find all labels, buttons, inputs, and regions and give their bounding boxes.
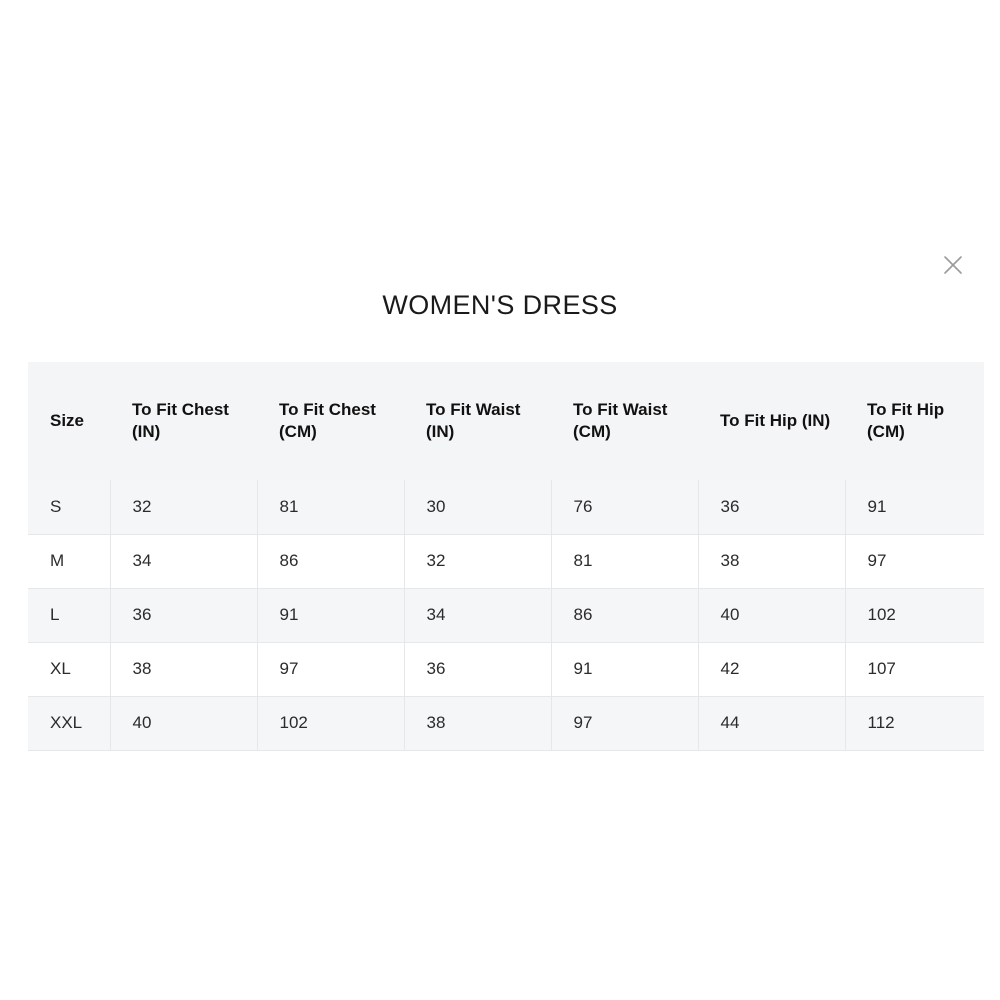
close-icon-glyph: [944, 256, 962, 274]
table-header: Size To Fit Chest (IN) To Fit Chest (CM)…: [28, 362, 984, 480]
cell-waist-cm: 76: [551, 480, 699, 535]
cell-chest-in: 38: [110, 642, 258, 697]
cell-chest-in: 36: [110, 588, 258, 643]
column-header-waist-cm: To Fit Waist (CM): [573, 399, 668, 441]
table-row: L 36 91 34 86 40 102: [28, 588, 984, 643]
cell-size: L: [28, 588, 111, 643]
column-header-hip-in: To Fit Hip (IN): [720, 410, 831, 430]
cell-hip-in: 44: [698, 696, 846, 751]
cell-chest-in: 40: [110, 696, 258, 751]
cell-hip-cm: 102: [845, 588, 984, 643]
cell-size: M: [28, 534, 111, 589]
table-header-row: Size To Fit Chest (IN) To Fit Chest (CM)…: [28, 362, 984, 480]
cell-hip-cm: 107: [845, 642, 984, 697]
cell-hip-in: 42: [698, 642, 846, 697]
table-row: XXL 40 102 38 97 44 112: [28, 696, 984, 751]
cell-hip-in: 36: [698, 480, 846, 535]
cell-hip-cm: 112: [845, 696, 984, 751]
cell-chest-cm: 102: [257, 696, 405, 751]
size-chart-table: Size To Fit Chest (IN) To Fit Chest (CM)…: [28, 362, 984, 751]
cell-chest-in: 34: [110, 534, 258, 589]
table-row: S 32 81 30 76 36 91: [28, 480, 984, 535]
cell-chest-cm: 81: [257, 480, 405, 535]
page-title: WOMEN'S DRESS: [382, 290, 618, 320]
cell-chest-in: 32: [110, 480, 258, 535]
column-header-chest-cm: To Fit Chest (CM): [279, 399, 376, 441]
cell-hip-in: 40: [698, 588, 846, 643]
cell-hip-cm: 91: [845, 480, 984, 535]
cell-waist-in: 34: [404, 588, 552, 643]
cell-hip-cm: 97: [845, 534, 984, 589]
cell-waist-in: 32: [404, 534, 552, 589]
cell-size: XXL: [28, 696, 111, 751]
cell-waist-in: 36: [404, 642, 552, 697]
cell-waist-in: 38: [404, 696, 552, 751]
cell-chest-cm: 97: [257, 642, 405, 697]
cell-waist-cm: 97: [551, 696, 699, 751]
cell-chest-cm: 91: [257, 588, 405, 643]
table-body: S 32 81 30 76 36 91 M 34 86 32 81 38 97: [28, 480, 984, 751]
cell-chest-cm: 86: [257, 534, 405, 589]
table-row: XL 38 97 36 91 42 107: [28, 642, 984, 697]
cell-size: XL: [28, 642, 111, 697]
cell-waist-cm: 81: [551, 534, 699, 589]
column-header-chest-in: To Fit Chest (IN): [132, 399, 229, 441]
size-chart-table-container: Size To Fit Chest (IN) To Fit Chest (CM)…: [28, 362, 984, 751]
cell-waist-cm: 91: [551, 642, 699, 697]
column-header-waist-in: To Fit Waist (IN): [426, 399, 521, 441]
close-icon[interactable]: [936, 248, 970, 282]
table-row: M 34 86 32 81 38 97: [28, 534, 984, 589]
column-header-hip-cm: To Fit Hip (CM): [867, 399, 945, 441]
cell-waist-cm: 86: [551, 588, 699, 643]
column-header-size: Size: [50, 410, 85, 430]
cell-waist-in: 30: [404, 480, 552, 535]
cell-size: S: [28, 480, 111, 535]
cell-hip-in: 38: [698, 534, 846, 589]
